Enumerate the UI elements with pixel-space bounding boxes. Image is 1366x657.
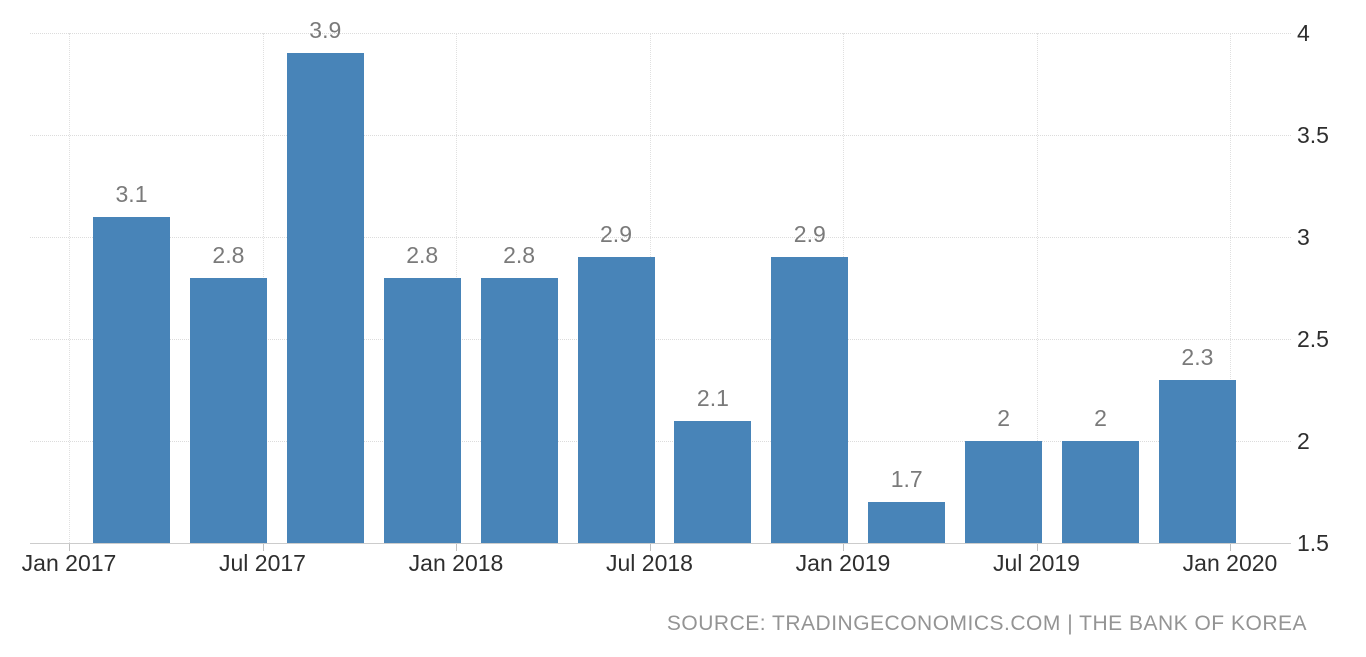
x-axis-tick-label: Jan 2018 bbox=[408, 550, 504, 576]
y-gridline bbox=[30, 441, 1291, 442]
x-axis-tick-mark bbox=[1036, 543, 1038, 551]
x-gridline bbox=[69, 33, 70, 543]
y-gridline bbox=[30, 237, 1291, 238]
bar-value-label: 2.8 bbox=[406, 241, 439, 268]
bar[interactable] bbox=[771, 257, 849, 543]
x-axis-tick-label: Jan 2020 bbox=[1182, 550, 1278, 576]
x-gridline bbox=[1036, 33, 1038, 543]
bar[interactable] bbox=[577, 257, 655, 543]
y-axis-tick-label: 1.5 bbox=[1297, 530, 1329, 556]
x-axis-tick-mark bbox=[69, 543, 70, 551]
y-gridline bbox=[30, 339, 1291, 340]
x-axis-tick-mark bbox=[456, 543, 457, 551]
y-gridline bbox=[30, 135, 1291, 136]
x-axis-tick-mark bbox=[649, 543, 651, 551]
bar-value-label: 3.1 bbox=[115, 180, 148, 207]
bar[interactable] bbox=[93, 216, 170, 543]
x-axis-tick-label: Jul 2017 bbox=[219, 550, 306, 576]
y-axis-tick-label: 3 bbox=[1297, 224, 1310, 250]
bar[interactable] bbox=[189, 277, 267, 543]
x-axis-tick-label: Jul 2019 bbox=[993, 550, 1080, 576]
bar-value-label: 2 bbox=[997, 405, 1010, 431]
y-gridline bbox=[30, 33, 1291, 34]
bar-value-label: 2.8 bbox=[503, 241, 536, 268]
bar-value-label: 2 bbox=[1094, 405, 1107, 431]
x-axis-line bbox=[30, 543, 1291, 544]
x-axis-tick-mark bbox=[262, 543, 264, 551]
bar[interactable] bbox=[1158, 379, 1236, 543]
bar[interactable] bbox=[383, 277, 461, 543]
bar[interactable] bbox=[965, 441, 1043, 543]
bar-value-label: 2.1 bbox=[696, 384, 729, 411]
x-axis-tick-label: Jan 2017 bbox=[21, 550, 117, 576]
bar-value-label: 2.8 bbox=[212, 241, 245, 268]
source-text: SOURCE: TRADINGECONOMICS.COM | THE BANK … bbox=[666, 612, 1307, 635]
bar-value-label: 3.9 bbox=[309, 17, 342, 44]
x-axis-tick-label: Jan 2019 bbox=[795, 550, 891, 576]
bar-value-label: 2.9 bbox=[793, 221, 826, 248]
bar-value-label: 2.9 bbox=[600, 221, 632, 248]
bar-value-label: 2.3 bbox=[1181, 343, 1214, 370]
bar[interactable] bbox=[286, 53, 364, 543]
bar[interactable] bbox=[1062, 441, 1139, 543]
bar-value-label: 1.7 bbox=[890, 466, 923, 493]
x-axis-tick-mark bbox=[1230, 543, 1231, 551]
bar[interactable] bbox=[868, 502, 946, 543]
x-axis-tick-label: Jul 2018 bbox=[606, 550, 693, 576]
y-axis-tick-label: 3.5 bbox=[1297, 122, 1329, 148]
x-axis-tick-mark bbox=[843, 543, 844, 551]
y-axis-tick-label: 2.5 bbox=[1297, 326, 1329, 352]
y-axis-tick-label: 4 bbox=[1297, 20, 1310, 46]
y-axis-tick-label: 2 bbox=[1297, 428, 1310, 454]
x-gridline bbox=[1230, 33, 1231, 543]
bar[interactable] bbox=[674, 420, 752, 543]
bar[interactable] bbox=[480, 277, 558, 543]
